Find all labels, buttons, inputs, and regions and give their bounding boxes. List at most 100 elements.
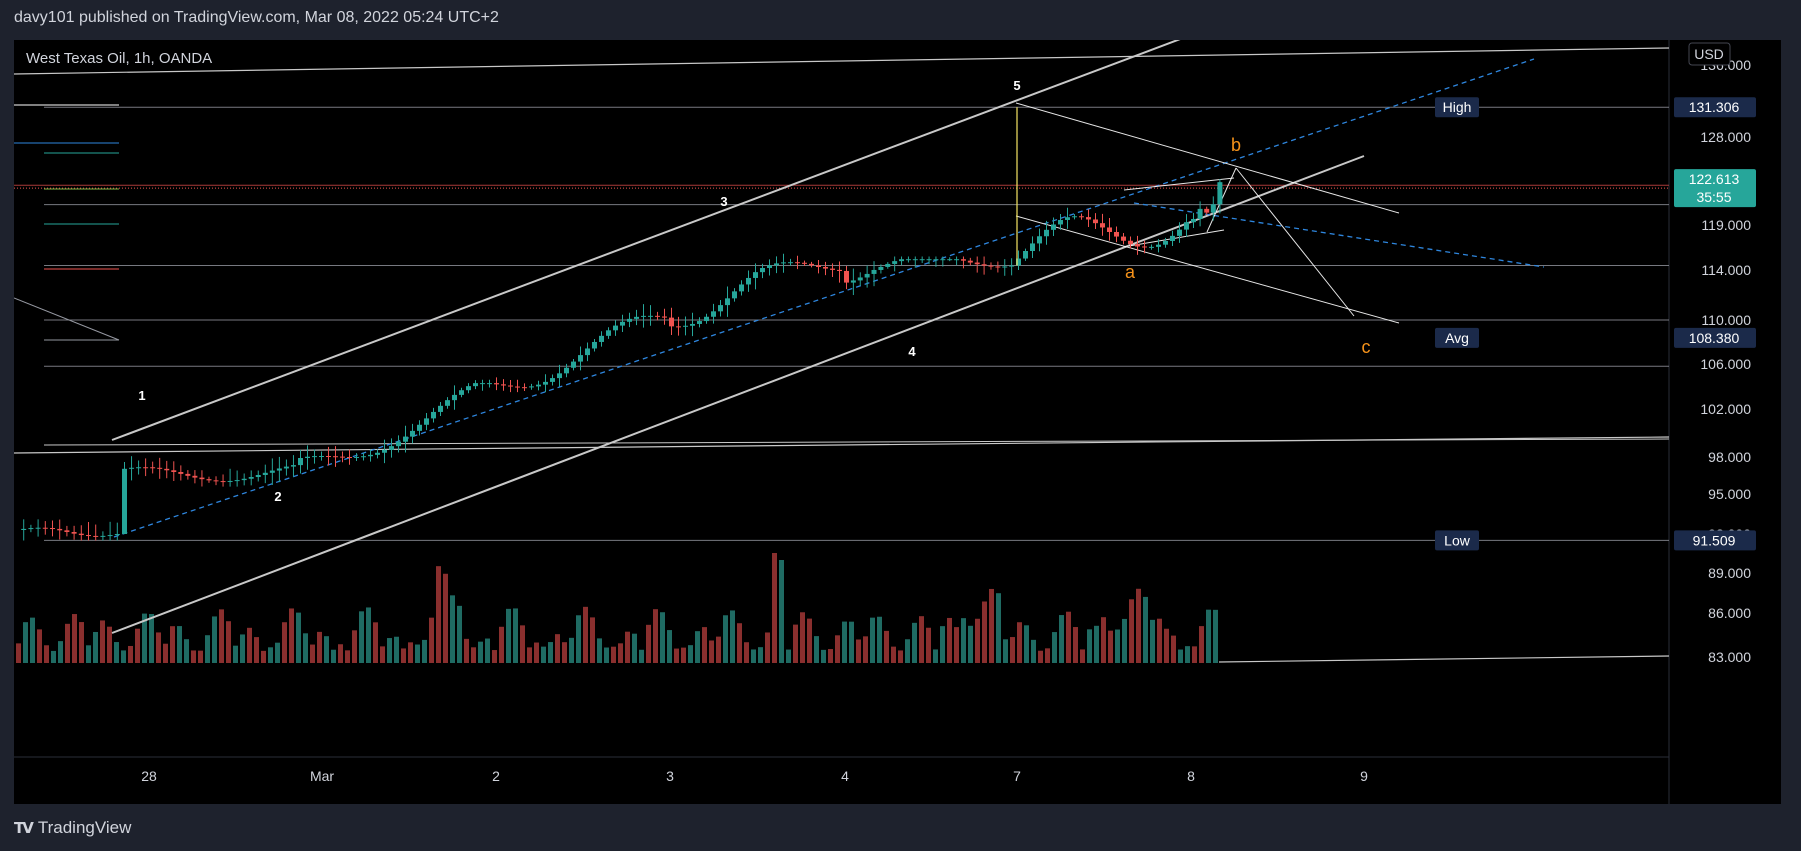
candle-body bbox=[480, 383, 485, 385]
candle-body bbox=[995, 266, 1001, 268]
candle-body bbox=[1058, 219, 1063, 225]
candle-body bbox=[234, 480, 240, 482]
volume-bar bbox=[107, 626, 112, 663]
candle-body bbox=[1079, 216, 1084, 218]
candle-body bbox=[508, 385, 513, 387]
candle-body bbox=[933, 259, 939, 261]
x-tick-label: 7 bbox=[1013, 768, 1021, 784]
volume-bar bbox=[156, 632, 161, 663]
volume-bar bbox=[548, 642, 553, 663]
volume-bar bbox=[79, 622, 84, 663]
candle-body bbox=[926, 259, 932, 261]
candle-body bbox=[885, 263, 891, 267]
volume-bar bbox=[23, 622, 28, 663]
volume-bar bbox=[723, 615, 728, 663]
channel-midline bbox=[113, 58, 1535, 538]
candle-body bbox=[21, 528, 27, 530]
candle-body bbox=[220, 481, 226, 483]
volume-bar bbox=[1059, 615, 1064, 663]
y-tick-label: 83.000 bbox=[1708, 649, 1751, 665]
volume-bar bbox=[1136, 588, 1141, 663]
candle-body bbox=[522, 387, 527, 389]
tradingview-brand-text: TradingView bbox=[37, 818, 132, 837]
volume-bar bbox=[520, 625, 525, 663]
volume-bar bbox=[695, 631, 700, 663]
candle-body bbox=[164, 468, 170, 471]
candle-body bbox=[669, 317, 674, 327]
candle-body bbox=[157, 467, 163, 469]
candle-body bbox=[919, 259, 925, 261]
volume-bar bbox=[975, 618, 980, 663]
wave-label-3: 3 bbox=[720, 194, 727, 209]
volume-bar bbox=[471, 647, 476, 663]
candle-body bbox=[107, 535, 113, 537]
candle-body bbox=[795, 262, 800, 264]
volume-bar bbox=[1150, 619, 1155, 663]
candle-body bbox=[774, 263, 779, 266]
volume-bar bbox=[807, 618, 812, 663]
volume-bar bbox=[926, 627, 931, 663]
wave-label-4: 4 bbox=[908, 344, 916, 359]
projection-to-c bbox=[1235, 167, 1355, 317]
x-tick-label: 8 bbox=[1187, 768, 1195, 784]
candle-body bbox=[767, 265, 772, 269]
volume-bar bbox=[1045, 648, 1050, 663]
bottom-horizontal-trendline bbox=[1218, 655, 1670, 663]
volume-bar bbox=[128, 645, 133, 663]
volume-bar bbox=[814, 636, 819, 663]
candle-body bbox=[781, 262, 786, 264]
volume-bar bbox=[65, 623, 70, 663]
volume-bar bbox=[863, 636, 868, 663]
left-diagonal-line bbox=[13, 297, 120, 341]
symbol-title: West Texas Oil, 1h, OANDA bbox=[26, 50, 212, 67]
volume-bar bbox=[576, 615, 581, 663]
candle-body bbox=[641, 315, 646, 317]
candle-body bbox=[655, 315, 660, 317]
candle-body bbox=[988, 265, 994, 267]
volume-bar bbox=[247, 627, 252, 663]
descending-channel-bottom bbox=[1015, 215, 1400, 324]
volume-bar bbox=[1122, 618, 1127, 663]
volume-bar bbox=[639, 649, 644, 663]
candle-body bbox=[1065, 217, 1070, 220]
volume-bar bbox=[562, 642, 567, 663]
volume-bar bbox=[751, 649, 756, 663]
candle-body bbox=[1100, 223, 1105, 228]
high-tag-label: High bbox=[1443, 99, 1472, 115]
channel-upper-line bbox=[111, 31, 1200, 441]
y-tick-label: 89.000 bbox=[1708, 565, 1751, 581]
candle-body bbox=[753, 272, 758, 278]
wave-label-1: 1 bbox=[138, 388, 145, 403]
tradingview-logo[interactable]: TV TradingView bbox=[14, 818, 131, 838]
currency-button[interactable]: USD bbox=[1688, 42, 1731, 66]
volume-bar bbox=[499, 626, 504, 663]
candle-body bbox=[424, 418, 429, 425]
candle-body bbox=[1009, 265, 1015, 267]
avg-tag-value: 108.380 bbox=[1689, 330, 1740, 346]
candle-body bbox=[732, 291, 737, 299]
candle-body bbox=[1170, 235, 1175, 241]
volume-bar bbox=[786, 649, 791, 663]
candle-body bbox=[178, 472, 184, 474]
candle-body bbox=[816, 265, 821, 267]
candle-body bbox=[844, 270, 849, 283]
candle-body bbox=[1135, 244, 1140, 247]
volume-bar bbox=[940, 626, 945, 663]
y-tick-label: 128.000 bbox=[1700, 129, 1751, 145]
candle-body bbox=[1030, 243, 1035, 251]
volume-bar bbox=[464, 638, 469, 663]
volume-bar bbox=[716, 636, 721, 663]
volume-bar bbox=[688, 645, 693, 663]
candle-body bbox=[114, 534, 120, 536]
volume-bar bbox=[198, 650, 203, 663]
volume-bar bbox=[1157, 618, 1162, 663]
volume-bar bbox=[1213, 609, 1218, 663]
volume-bar bbox=[632, 633, 637, 663]
volume-bar bbox=[443, 573, 448, 663]
volume-bar bbox=[345, 650, 350, 663]
volume-bar bbox=[226, 621, 231, 663]
candle-body bbox=[802, 262, 807, 264]
volume-bar bbox=[842, 621, 847, 663]
